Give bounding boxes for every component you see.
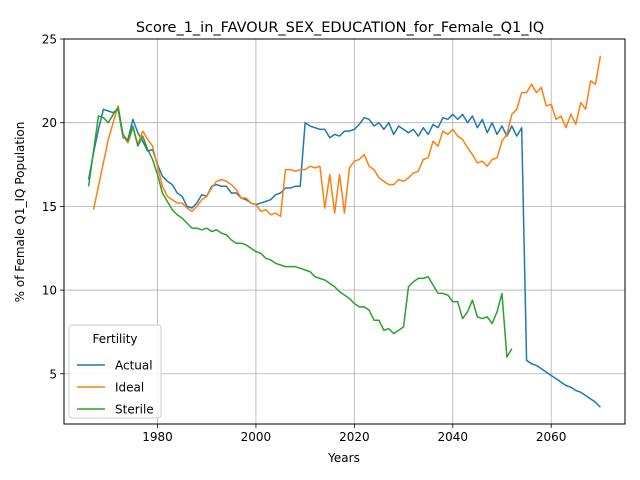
- x-axis: 1980 2000 2020 2040 2060: [142, 424, 566, 444]
- plot-area-frame: [63, 38, 626, 425]
- y-axis-label: % of Female Q1_IQ Population: [13, 122, 27, 303]
- legend-label-sterile: Sterile: [115, 403, 154, 417]
- x-tick-label: 2040: [437, 430, 468, 444]
- legend-title: Fertility: [92, 332, 137, 346]
- series-line-sterile: [87, 106, 513, 358]
- legend-label-ideal: Ideal: [115, 381, 144, 395]
- x-tick-label: 1980: [142, 430, 173, 444]
- chart-title: Score_1_in_FAVOUR_SEX_EDUCATION_for_Fema…: [136, 20, 544, 36]
- legend: Fertility Actual Ideal Sterile: [68, 324, 162, 419]
- y-axis: 5 10 15 20 25: [42, 33, 64, 381]
- legend-box: [68, 324, 162, 419]
- y-tick-label: 20: [42, 116, 57, 130]
- x-tick-label: 2020: [339, 430, 370, 444]
- series-line-ideal: [92, 55, 602, 218]
- x-tick-label: 2000: [241, 430, 272, 444]
- y-tick-label: 25: [42, 33, 57, 47]
- series-line-actual: [87, 108, 601, 408]
- x-axis-label: Years: [327, 451, 360, 465]
- legend-label-actual: Actual: [115, 359, 153, 373]
- y-tick-label: 5: [49, 367, 57, 381]
- series-layer: [87, 55, 602, 408]
- y-tick-label: 15: [42, 200, 57, 214]
- y-tick-label: 10: [42, 284, 57, 298]
- x-tick-label: 2060: [536, 430, 567, 444]
